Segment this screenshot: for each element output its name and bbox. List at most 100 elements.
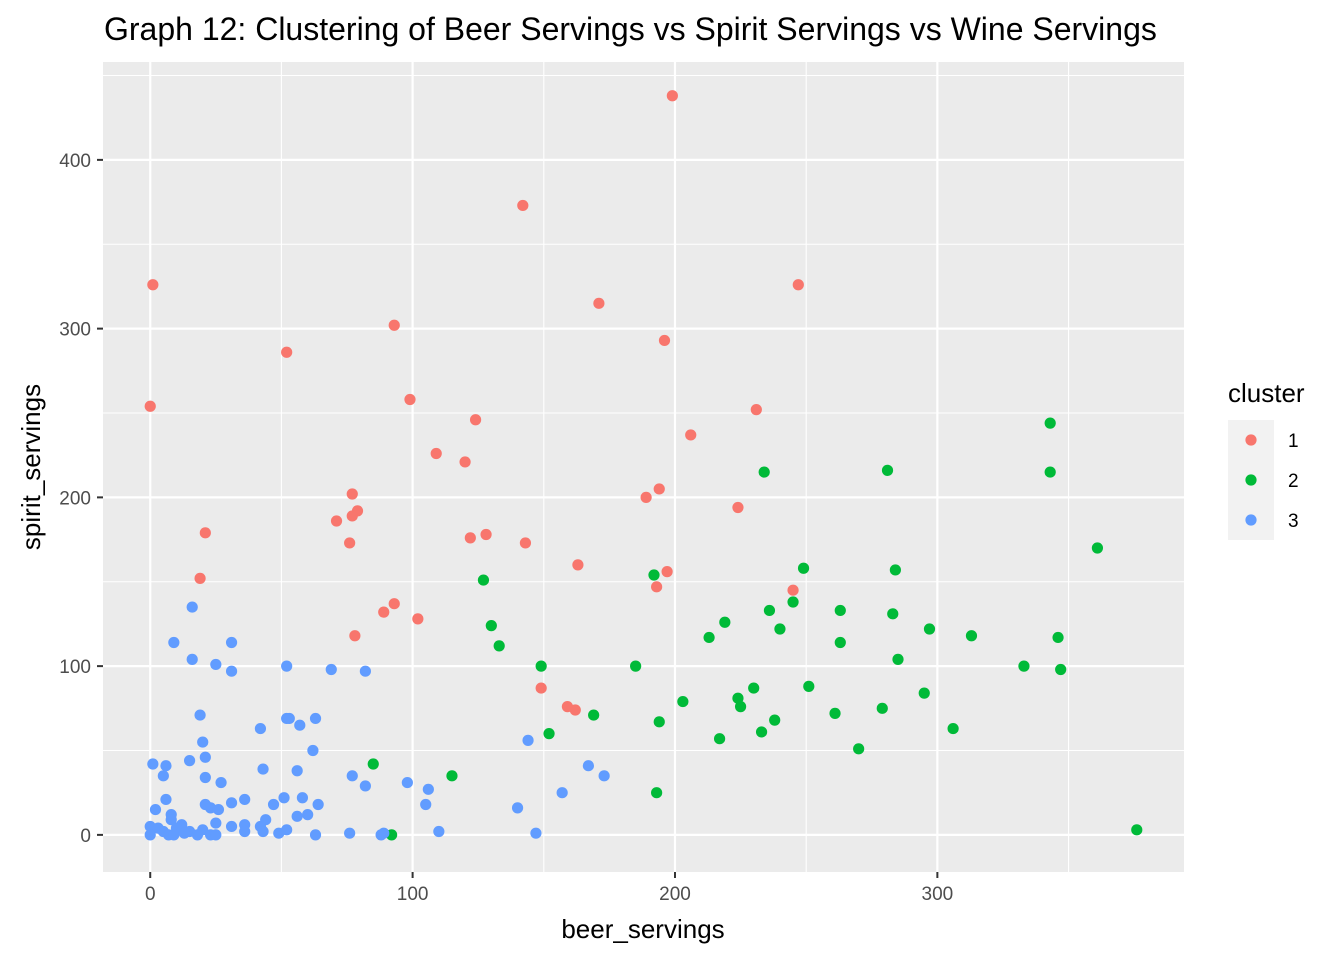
data-point-cluster-3	[194, 709, 206, 721]
data-point-cluster-3	[291, 765, 303, 777]
data-point-cluster-3	[309, 829, 322, 841]
data-point-cluster-2	[918, 687, 930, 699]
legend: cluster 1 2 3	[1228, 378, 1305, 540]
y-tick-label: 400	[59, 151, 91, 172]
data-point-cluster-3	[165, 814, 177, 826]
data-point-cluster-1	[651, 581, 663, 593]
data-point-cluster-1	[661, 566, 673, 578]
data-point-cluster-3	[281, 660, 293, 672]
data-point-cluster-1	[464, 532, 476, 544]
data-point-cluster-1	[572, 559, 584, 571]
data-point-cluster-2	[1055, 663, 1067, 676]
data-point-cluster-3	[149, 803, 162, 816]
data-point-cluster-1	[640, 491, 652, 503]
data-point-cluster-1	[469, 414, 482, 426]
data-point-cluster-3	[199, 771, 211, 784]
data-point-cluster-3	[267, 798, 280, 811]
x-tick-label: 100	[397, 884, 429, 905]
y-tick-label: 100	[59, 657, 91, 678]
data-point-cluster-2	[651, 787, 663, 799]
data-point-cluster-3	[144, 829, 156, 841]
minor-gridlines	[103, 62, 1184, 872]
legend-label-2: 2	[1288, 471, 1299, 492]
data-point-cluster-1	[535, 682, 547, 694]
y-tick-label: 300	[59, 320, 91, 341]
data-point-cluster-2	[485, 620, 497, 632]
data-point-cluster-3	[225, 665, 238, 677]
data-point-cluster-3	[420, 798, 432, 811]
data-point-cluster-2	[543, 728, 555, 740]
legend-marker-1	[1245, 434, 1257, 446]
data-point-cluster-2	[713, 733, 726, 745]
data-point-cluster-3	[582, 760, 595, 772]
x-tick-label: 0	[145, 884, 156, 905]
data-point-cluster-1	[388, 319, 400, 331]
data-point-cluster-2	[834, 636, 846, 649]
data-point-cluster-2	[493, 640, 505, 652]
data-point-cluster-1	[519, 537, 532, 549]
data-point-cluster-2	[853, 743, 865, 755]
data-point-cluster-1	[388, 598, 400, 610]
data-point-cluster-3	[312, 798, 324, 811]
data-point-cluster-2	[732, 692, 744, 704]
data-point-cluster-1	[685, 429, 697, 441]
data-point-cluster-2	[630, 660, 642, 672]
data-point-cluster-2	[892, 653, 904, 665]
data-point-cluster-1	[732, 501, 744, 514]
data-point-cluster-2	[1044, 417, 1056, 429]
data-points	[144, 90, 1143, 841]
data-point-cluster-3	[359, 665, 371, 677]
legend-marker-3	[1245, 514, 1257, 526]
data-point-cluster-3	[433, 825, 445, 838]
data-point-cluster-3	[257, 763, 269, 775]
data-point-cluster-1	[517, 199, 529, 212]
x-axis: 0 100 200 300	[145, 872, 953, 905]
data-point-cluster-3	[346, 770, 358, 782]
data-point-cluster-3	[307, 744, 319, 757]
data-point-cluster-3	[522, 734, 534, 746]
data-point-cluster-3	[191, 829, 204, 841]
data-point-cluster-2	[1044, 466, 1056, 478]
data-point-cluster-2	[1018, 660, 1030, 672]
data-point-cluster-3	[257, 825, 269, 838]
legend-title: cluster	[1228, 378, 1305, 408]
data-point-cluster-3	[291, 810, 303, 822]
series-cluster-1	[144, 90, 804, 716]
legend-label-3: 3	[1288, 511, 1299, 532]
x-axis-title: beer_servings	[561, 914, 724, 944]
data-point-cluster-1	[569, 704, 581, 716]
legend-marker-2	[1245, 474, 1257, 486]
data-point-cluster-2	[1091, 542, 1104, 554]
data-point-cluster-3	[157, 770, 169, 782]
data-point-cluster-1	[792, 279, 804, 291]
data-point-cluster-1	[330, 515, 343, 527]
data-point-cluster-1	[412, 613, 424, 625]
legend-items: 1 2 3	[1228, 420, 1299, 540]
major-gridlines	[103, 62, 1184, 872]
data-point-cluster-3	[254, 722, 267, 735]
data-point-cluster-1	[459, 456, 471, 468]
data-point-cluster-3	[309, 712, 322, 725]
data-point-cluster-3	[344, 827, 356, 839]
data-point-cluster-2	[719, 616, 731, 628]
data-point-cluster-2	[653, 716, 665, 728]
data-point-cluster-2	[1131, 824, 1143, 836]
data-point-cluster-3	[186, 653, 198, 665]
data-point-cluster-3	[210, 817, 222, 829]
data-point-cluster-1	[194, 572, 206, 584]
data-point-cluster-3	[178, 827, 190, 839]
data-point-cluster-2	[446, 770, 458, 782]
data-point-cluster-2	[769, 714, 781, 726]
data-point-cluster-3	[401, 776, 413, 789]
data-point-cluster-2	[923, 623, 936, 635]
data-point-cluster-2	[881, 464, 894, 476]
data-point-cluster-1	[281, 346, 293, 358]
data-point-cluster-3	[183, 755, 196, 767]
y-tick-label: 200	[59, 488, 91, 509]
data-point-cluster-2	[755, 726, 768, 738]
data-point-cluster-3	[530, 827, 542, 839]
data-point-cluster-2	[787, 596, 799, 608]
data-point-cluster-1	[199, 527, 211, 539]
data-point-cluster-3	[422, 783, 434, 795]
data-point-cluster-3	[212, 803, 225, 816]
